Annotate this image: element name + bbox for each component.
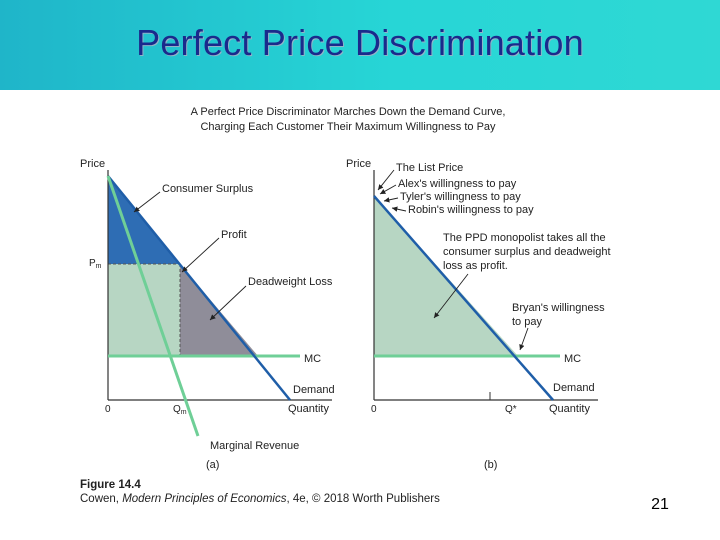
panel-b-x-axis-label: Quantity [549, 403, 590, 415]
panel-b-demand-label: Demand [553, 382, 595, 394]
panel-a-x-axis-label: Quantity [288, 403, 329, 415]
ppd-note-line2: consumer surplus and deadweight [443, 246, 611, 258]
bryan-label-line2: to pay [512, 316, 542, 328]
slide-title: Perfect Price Discrimination [136, 22, 584, 63]
tyler-label: Tyler's willingness to pay [400, 191, 521, 203]
panel-a-label: (a) [206, 459, 219, 471]
bryan-label-line1: Bryan's willingness [512, 302, 605, 314]
economics-figure: A Perfect Price Discriminator Marches Do… [80, 106, 611, 471]
alex-label: Alex's willingness to pay [398, 178, 517, 190]
panel-a: Price Quantity 0 Pm Qm Consumer Surplus … [80, 158, 335, 471]
page-number: 21 [651, 496, 669, 513]
panel-a-marginal-revenue-line [106, 175, 200, 437]
panel-a-demand-line [107, 175, 291, 401]
robin-label: Robin's willingness to pay [408, 204, 534, 216]
marginal-revenue-label: Marginal Revenue [210, 440, 299, 452]
ppd-note-line3: loss as profit. [443, 260, 508, 272]
panel-a-qm-label: Qm [173, 404, 187, 416]
figure-heading-line1: A Perfect Price Discriminator Marches Do… [191, 106, 506, 118]
figure-caption: Figure 14.4 Cowen, Modern Principles of … [80, 478, 440, 506]
panel-b-mc-label: MC [564, 353, 581, 365]
panel-b-demand-line [373, 195, 554, 401]
figure-heading-line2: Charging Each Customer Their Maximum Wil… [200, 121, 496, 133]
figure-citation: Cowen, Modern Principles of Economics, 4… [80, 493, 440, 505]
panel-b-label: (b) [484, 459, 497, 471]
panel-a-pm-label: Pm [89, 258, 102, 270]
panel-a-mc-label: MC [304, 353, 321, 365]
ppd-note-line1: The PPD monopolist takes all the [443, 232, 606, 244]
figure-number: Figure 14.4 [80, 479, 141, 491]
panel-a-origin: 0 [105, 404, 111, 415]
panel-b-y-axis-label: Price [346, 158, 371, 170]
list-price-label: The List Price [396, 162, 463, 174]
title-banner [0, 0, 720, 90]
panel-b-origin: 0 [371, 404, 377, 415]
consumer-surplus-label: Consumer Surplus [162, 183, 254, 195]
profit-label: Profit [221, 229, 247, 241]
panel-a-demand-label: Demand [293, 384, 335, 396]
deadweight-loss-label: Deadweight Loss [248, 276, 333, 288]
panel-b-q-star: Q* [505, 404, 517, 415]
panel-b: Price Quantity 0 Q* The List Price Alex'… [346, 158, 611, 471]
panel-a-y-axis-label: Price [80, 158, 105, 170]
